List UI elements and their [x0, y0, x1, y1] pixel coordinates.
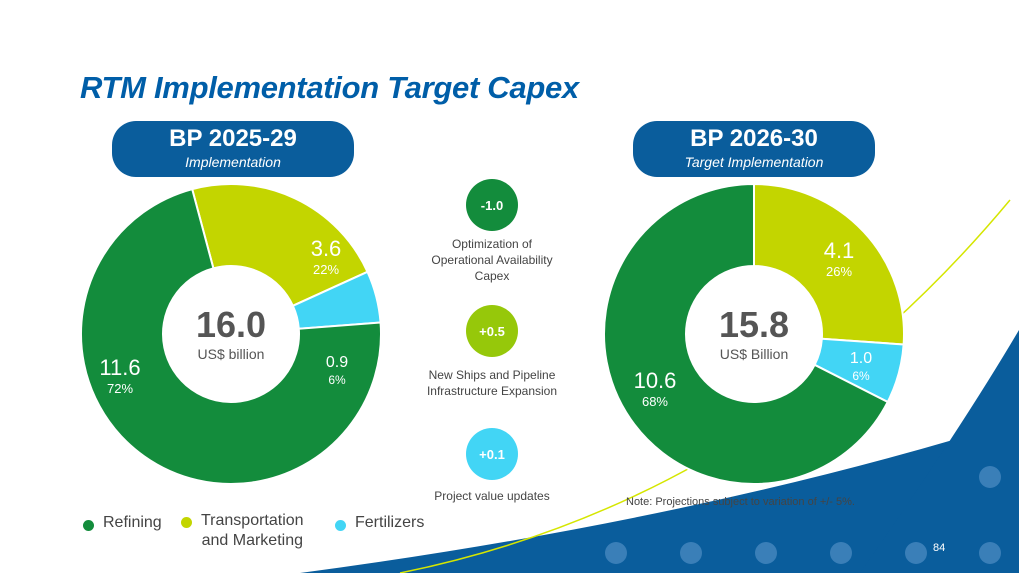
legend-item-transportation: Transportation and Marketing	[181, 511, 304, 551]
left-total-unit: US$ billion	[197, 346, 265, 362]
change-label-line: New Ships and Pipeline	[428, 368, 556, 382]
page-number: 84	[933, 542, 946, 554]
slice-percent: 26%	[825, 264, 853, 279]
footnote: Note: Projections subject to variation o…	[626, 496, 855, 508]
right-slice-label-transportation: 4.1 26%	[824, 239, 855, 281]
left-slice-label-transportation: 3.6 22%	[311, 237, 342, 279]
slice-value: 3.6	[310, 236, 342, 261]
legend-swatch	[335, 520, 346, 531]
dot-pattern	[605, 466, 1001, 564]
legend-label: Refining	[103, 514, 162, 531]
left-donut-slice-transportation	[190, 183, 369, 308]
right-slice-label-fertilizers: 1.0 6%	[850, 350, 872, 384]
legend-item-refining: Refining	[83, 514, 162, 532]
slice-percent: 68%	[641, 394, 669, 409]
change-label-new-ships: New Ships and Pipeline Infrastructure Ex…	[397, 367, 587, 399]
wave-shape	[300, 420, 1019, 573]
change-label-line: Capex	[474, 269, 510, 283]
slice-percent: 6%	[328, 373, 346, 387]
right-slice-label-refining: 10.6 68%	[634, 369, 677, 411]
change-label-optimization: Optimization of Operational Availability…	[397, 236, 587, 284]
left-plan-heading: BP 2025-29	[169, 125, 297, 152]
slice-value: 11.6	[99, 355, 141, 380]
right-donut-slice-refining	[603, 182, 890, 485]
left-plan-subheading: Implementation	[185, 154, 281, 170]
slice-value: 0.9	[325, 354, 349, 371]
right-total-unit: US$ Billion	[719, 346, 789, 362]
slice-value: 4.1	[823, 238, 855, 263]
change-label-line: Project value updates	[434, 489, 550, 503]
left-plan-header: BP 2025-29 Implementation	[112, 121, 354, 177]
slice-percent: 72%	[106, 381, 134, 396]
legend-label: Fertilizers	[355, 514, 425, 531]
pattern-dot	[979, 542, 1001, 564]
slice-value: 10.6	[633, 368, 677, 393]
change-bubble-optimization: -1.0	[466, 179, 518, 231]
right-plan-header: BP 2026-30 Target Implementation	[633, 121, 875, 177]
pattern-dot	[680, 542, 702, 564]
right-total-value: 15.8	[718, 304, 790, 345]
right-donut-slice-transportation	[753, 182, 905, 346]
change-bubble-new-ships: +0.5	[466, 305, 518, 357]
pattern-dot	[755, 542, 777, 564]
wave-shape-right	[860, 330, 1019, 573]
change-label-line: Optimization of	[451, 237, 533, 251]
slice-value: 1.0	[849, 350, 873, 367]
change-label-project-value: Project value updates	[397, 488, 587, 504]
legend-swatch	[181, 517, 192, 528]
right-plan-heading: BP 2026-30	[690, 125, 818, 152]
left-donut-center: 16.0 US$ billion	[196, 305, 266, 363]
change-bubble-project-value: +0.1	[466, 428, 518, 480]
legend-item-fertilizers: Fertilizers	[335, 514, 424, 532]
right-donut-center: 15.8 US$ Billion	[719, 305, 789, 363]
pattern-dot	[905, 542, 927, 564]
legend-label-line: and Marketing	[201, 532, 303, 549]
page-title: RTM Implementation Target Capex	[80, 70, 579, 105]
change-label-line: Operational Availability	[431, 253, 553, 267]
right-plan-subheading: Target Implementation	[684, 154, 824, 170]
slice-percent: 22%	[312, 262, 340, 277]
left-donut-slice-refining	[80, 187, 382, 485]
legend-label-line: Transportation	[201, 512, 304, 529]
slice-percent: 6%	[852, 369, 870, 383]
pattern-dot	[979, 466, 1001, 488]
left-slice-label-fertilizers: 0.9 6%	[326, 354, 348, 388]
change-label-line: Infrastructure Expansion	[426, 384, 558, 398]
left-slice-label-refining: 11.6 72%	[99, 356, 140, 398]
pattern-dot	[605, 542, 627, 564]
legend-label: Transportation and Marketing	[201, 511, 304, 551]
pattern-dot	[830, 542, 852, 564]
legend-swatch	[83, 520, 94, 531]
left-total-value: 16.0	[195, 304, 267, 345]
